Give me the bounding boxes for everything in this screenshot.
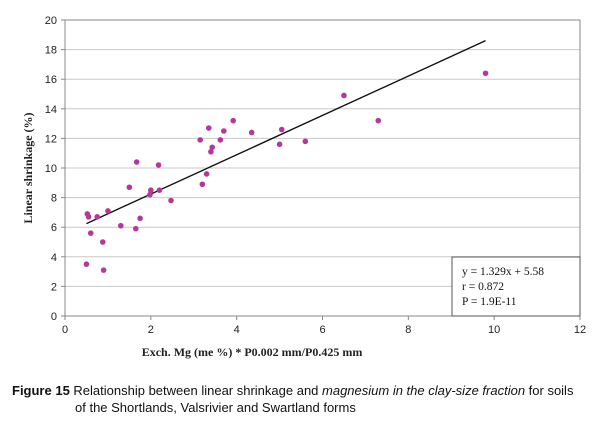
data-point bbox=[199, 181, 206, 188]
trendline bbox=[86, 40, 486, 225]
x-tick-label: 10 bbox=[488, 324, 500, 336]
y-tick-label: 16 bbox=[45, 74, 57, 86]
x-tick-label: 2 bbox=[148, 324, 154, 336]
x-tick-label: 8 bbox=[405, 324, 411, 336]
data-point bbox=[375, 117, 382, 124]
data-point bbox=[341, 92, 347, 99]
data-point bbox=[220, 128, 227, 134]
scatter-chart: 0 2 4 6 8 10 12 14 16 18 20 0 2 4 6 8 10 12 Exch. Mg (me … bbox=[21, 15, 586, 359]
data-point bbox=[248, 129, 255, 136]
y-tick-label: 20 bbox=[45, 15, 57, 27]
x-axis-title: Exch. Mg (me %) * P0.002 mm/P0.425 mm bbox=[142, 345, 363, 359]
data-point bbox=[208, 148, 214, 155]
x-tick-label: 12 bbox=[574, 324, 586, 336]
data-point bbox=[302, 138, 309, 145]
data-point bbox=[205, 125, 212, 131]
y-tick-label: 18 bbox=[45, 45, 57, 57]
y-tick-label: 8 bbox=[51, 193, 57, 205]
data-point bbox=[209, 144, 216, 151]
stats-p: P = 1.9E-11 bbox=[462, 296, 517, 308]
stats-box: y = 1.329x + 5.58 r = 0.872 P = 1.9E-11 bbox=[451, 256, 581, 317]
data-point bbox=[94, 214, 100, 220]
data-point bbox=[217, 137, 224, 143]
y-tick-label: 6 bbox=[51, 222, 57, 234]
stats-equation: y = 1.329x + 5.58 bbox=[462, 266, 544, 278]
figure-caption: Figure 15 Relationship between linear sh… bbox=[12, 382, 597, 416]
y-tick-label: 2 bbox=[51, 281, 57, 293]
figure-label: Figure 15 bbox=[12, 383, 70, 398]
stats-r: r = 0.872 bbox=[462, 281, 504, 293]
data-point bbox=[137, 215, 143, 222]
data-point bbox=[168, 197, 174, 204]
y-axis-title: Linear shrinkage (%) bbox=[21, 112, 35, 223]
data-point bbox=[85, 214, 92, 220]
data-point bbox=[230, 117, 237, 124]
y-tick-label: 12 bbox=[45, 133, 57, 145]
gridlines bbox=[65, 49, 580, 287]
data-point bbox=[148, 187, 154, 193]
caption-text-italic: magnesium in the clay-size fraction bbox=[322, 383, 526, 398]
data-point bbox=[87, 230, 94, 236]
stats-box-frame bbox=[451, 256, 581, 317]
y-tick-label: 4 bbox=[51, 252, 57, 264]
data-point bbox=[147, 191, 153, 198]
x-tick-label: 4 bbox=[234, 324, 240, 336]
data-point bbox=[105, 208, 111, 214]
data-point bbox=[203, 171, 210, 177]
x-tick-label: 0 bbox=[62, 324, 68, 336]
data-point bbox=[83, 261, 90, 268]
data-point bbox=[126, 184, 133, 191]
caption-text-2: for soils bbox=[525, 383, 574, 398]
data-point bbox=[156, 187, 163, 193]
data-point bbox=[117, 222, 124, 229]
data-point bbox=[99, 239, 106, 245]
x-tick-label: 6 bbox=[319, 324, 325, 336]
axis-ticks: 0 2 4 6 8 10 12 14 16 18 20 0 2 4 6 8 10 12 bbox=[45, 15, 586, 336]
data-point bbox=[482, 70, 489, 77]
data-point bbox=[100, 267, 107, 273]
y-tick-label: 14 bbox=[45, 104, 57, 116]
caption-line-2: of the Shortlands, Valsrivier and Swartl… bbox=[75, 400, 356, 415]
data-point bbox=[133, 225, 139, 232]
data-point bbox=[197, 137, 203, 143]
data-point bbox=[133, 159, 140, 165]
data-point bbox=[278, 126, 285, 133]
caption-text-1: Relationship between linear shrinkage an… bbox=[69, 383, 323, 398]
data-point bbox=[155, 162, 162, 168]
y-tick-label: 0 bbox=[51, 311, 57, 323]
y-tick-label: 10 bbox=[45, 163, 57, 175]
data-point bbox=[276, 141, 283, 148]
data-points bbox=[83, 70, 489, 273]
trendline-group bbox=[86, 40, 486, 225]
